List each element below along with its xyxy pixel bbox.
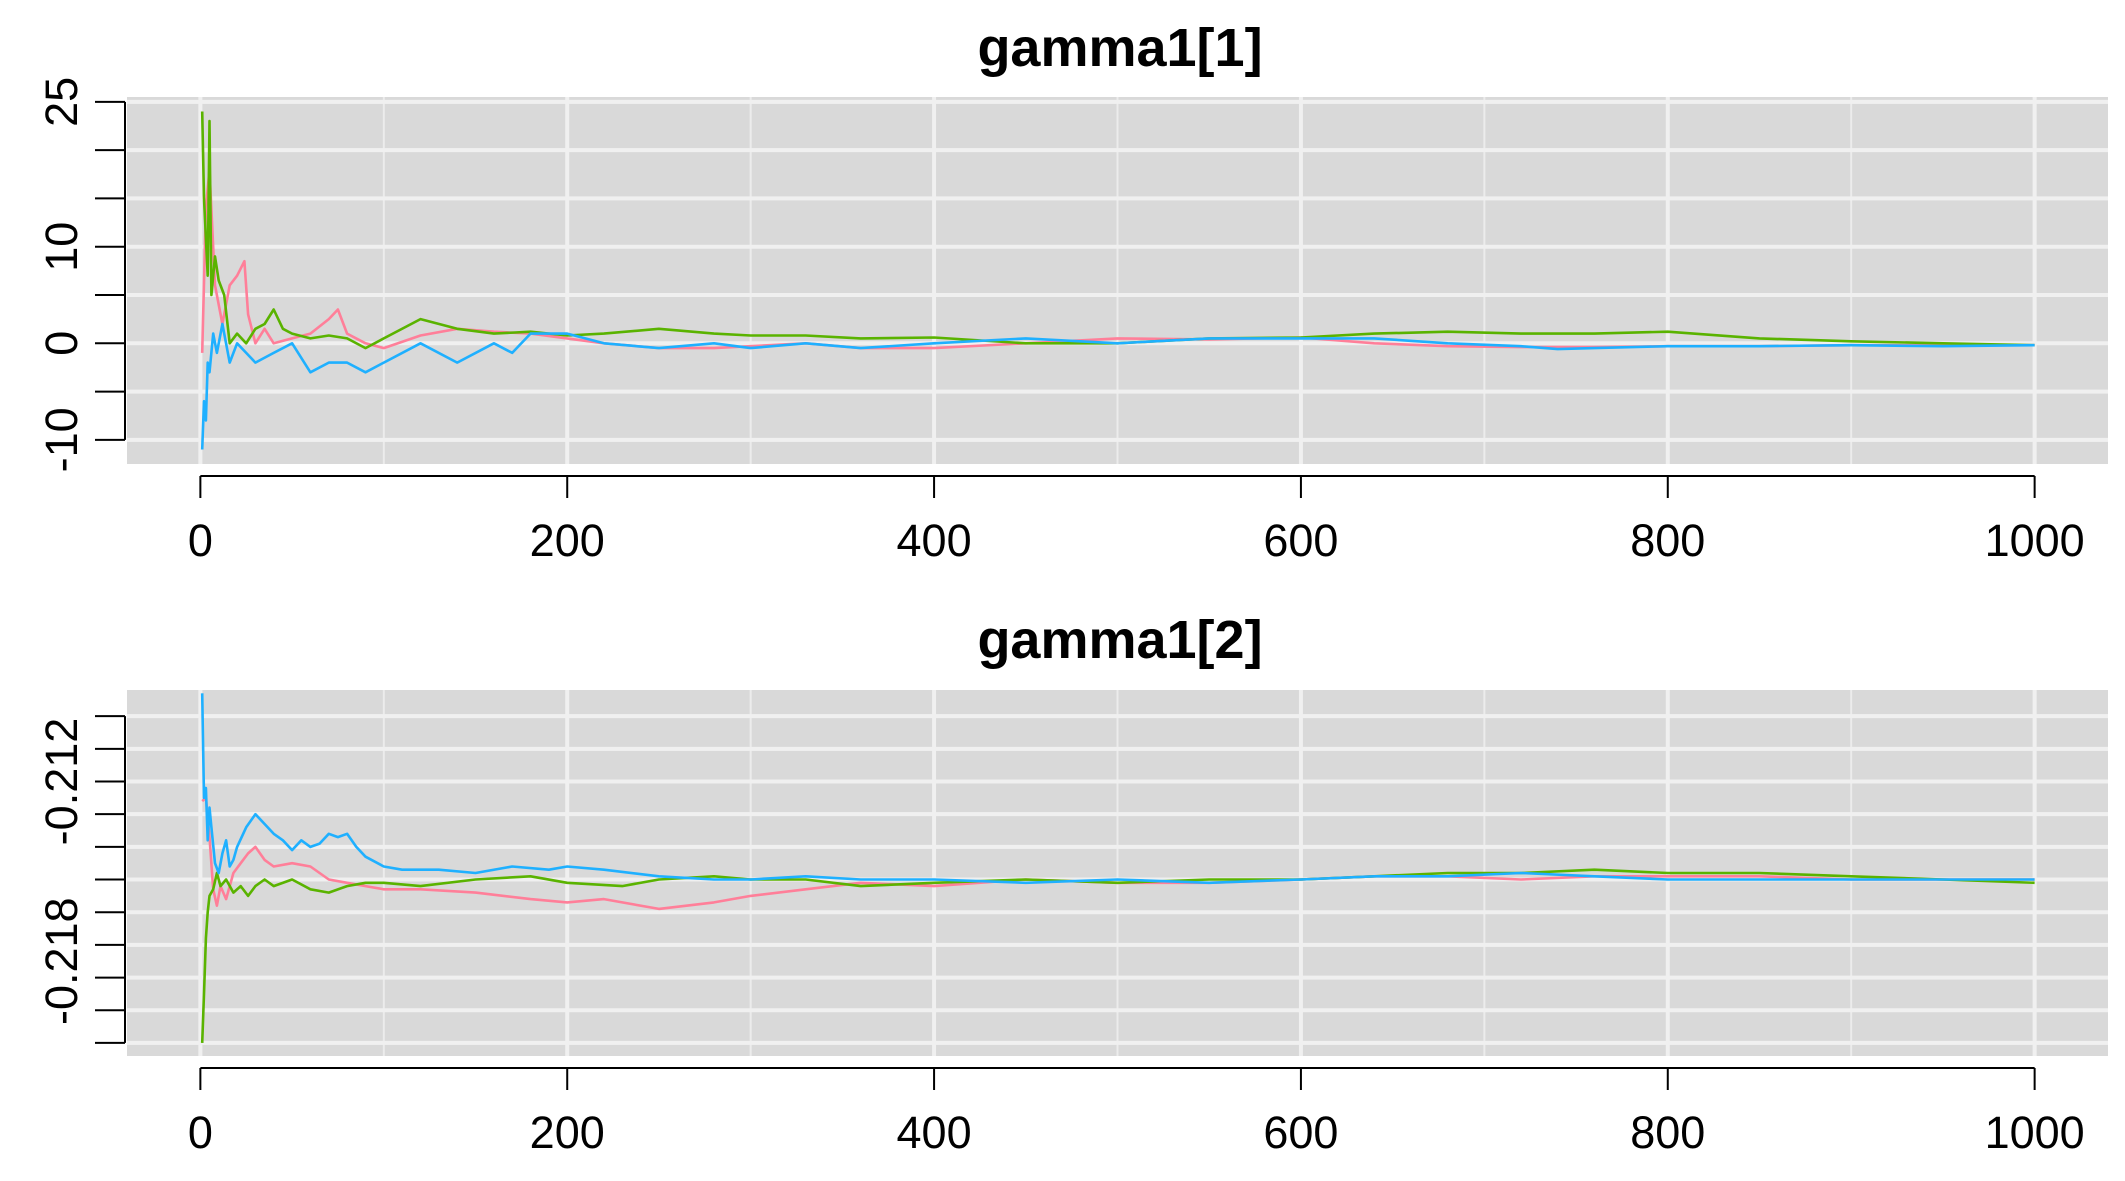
y-tick-label: 25	[36, 77, 87, 127]
chain-2-trace	[200, 868, 2035, 1043]
x-tick-label: 800	[1630, 515, 1705, 566]
x-tick-label: 400	[897, 515, 972, 566]
x-tick-label: 400	[897, 1107, 972, 1158]
x-tick-label: 0	[188, 515, 213, 566]
x-tick-label: 1000	[1985, 1107, 2085, 1158]
chain-3-trace	[200, 322, 2035, 450]
x-tick-label: 800	[1630, 1107, 1705, 1158]
gamma1-1-trace-panel: gamma1[1] 0 200 400 600 800 1000 -10 0 10 25	[36, 18, 2108, 566]
chart-title: gamma1[2]	[977, 610, 1262, 670]
plot-area	[127, 97, 2108, 464]
y-tick-label: 0	[36, 331, 87, 356]
chain-3-trace	[200, 693, 2035, 885]
y-tick-label: -0.218	[36, 897, 87, 1025]
x-tick-label: 1000	[1985, 515, 2085, 566]
y-tick-label: 10	[36, 222, 87, 272]
x-tick-label: 200	[530, 515, 605, 566]
plot-area	[127, 690, 2108, 1056]
x-tick-label: 0	[188, 1107, 213, 1158]
chart-title: gamma1[1]	[977, 18, 1262, 78]
y-tick-label: -0.212	[36, 718, 87, 846]
y-tick-label: -10	[36, 407, 87, 472]
chain-2-trace	[200, 111, 2035, 350]
gamma1-2-trace-panel: gamma1[2] 0 200 400 600 800 1000 -0.212 -0.218	[36, 610, 2108, 1158]
x-tick-label: 600	[1263, 1107, 1338, 1158]
x-tick-label: 600	[1263, 515, 1338, 566]
x-tick-label: 200	[530, 1107, 605, 1158]
